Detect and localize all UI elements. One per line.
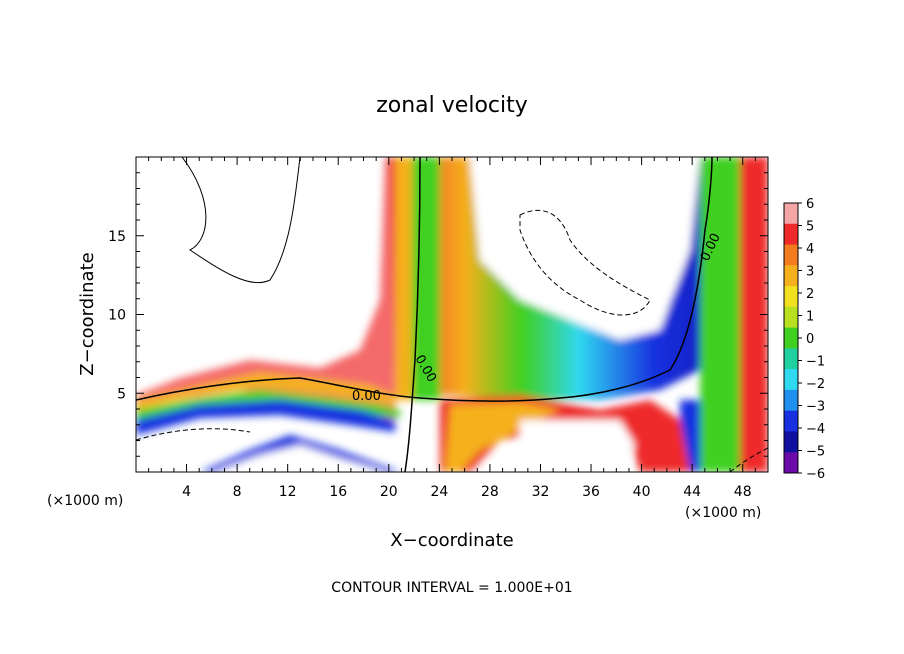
x-tick-label: 4 [182,484,191,500]
colorbar-segment [784,203,798,225]
colorbar-label: 5 [806,220,814,235]
velocity-field [136,157,768,472]
x-axis-label: X−coordinate [390,530,513,551]
x-axis: 4 8 12 16 20 24 28 32 36 40 44 48 [148,157,756,500]
colorbar-label: 1 [806,310,814,325]
colorbar-segment [784,306,798,329]
x-unit-left: (×1000 m) [47,493,123,509]
x-tick-label: 8 [233,484,242,500]
colorbar-segment [784,369,798,391]
colorbar-label: 4 [806,242,814,257]
colorbar-label: −2 [806,377,825,392]
colorbar-segment [784,431,798,453]
colorbar-label: 3 [806,265,814,280]
y-tick-label: 10 [108,308,126,324]
x-tick-label: 32 [532,484,550,500]
colorbar-segment [784,452,798,474]
colorbar-segment [784,348,798,370]
colorbar: 6 5 4 3 2 1 0 −1 −2 −3 −4 −5 −6 [783,197,825,482]
x-tick-label: 40 [633,484,651,500]
colorbar-label: 6 [806,197,814,212]
y-axis-label: Z−coordinate [77,252,98,375]
colorbar-segment [784,410,798,432]
x-tick-label: 28 [481,484,499,500]
x-tick-label: 48 [734,484,752,500]
colorbar-segment [784,286,798,308]
x-unit-right: (×1000 m) [685,505,761,521]
contour-interval-note: CONTOUR INTERVAL = 1.000E+01 [331,580,572,596]
colorbar-segment [784,327,798,349]
x-tick-label: 16 [329,484,347,500]
colorbar-segment [784,244,798,266]
colorbar-label: −1 [806,355,825,370]
colorbar-segment [784,265,798,287]
chart-title: zonal velocity [376,93,528,118]
x-tick-label: 44 [683,484,701,500]
x-tick-label: 20 [380,484,398,500]
x-tick-label: 24 [430,484,448,500]
y-tick-label: 15 [108,229,126,245]
colorbar-label: −4 [806,422,825,437]
colorbar-label: 0 [806,332,814,347]
colorbar-segment [784,389,798,412]
y-axis: 5 10 15 [108,172,768,457]
y-tick-label: 5 [117,386,126,402]
colorbar-label: −5 [806,445,825,460]
contour-label: 0.00 [352,389,381,404]
colorbar-label: 2 [806,287,814,302]
colorbar-label: −6 [806,467,825,482]
x-tick-label: 36 [582,484,600,500]
x-tick-label: 12 [279,484,297,500]
colorbar-segment [784,223,798,246]
colorbar-label: −3 [806,400,825,415]
